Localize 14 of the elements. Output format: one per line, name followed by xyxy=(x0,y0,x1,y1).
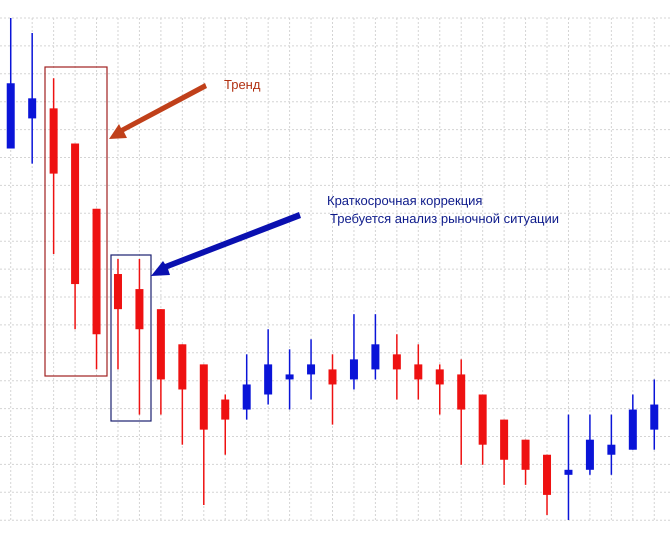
candlestick xyxy=(286,348,294,410)
annotation: Краткосрочная коррекция xyxy=(327,193,482,208)
candlestick xyxy=(564,414,572,521)
candlestick xyxy=(414,344,422,400)
candlestick xyxy=(436,364,444,416)
candlestick xyxy=(307,338,316,400)
candlestick xyxy=(221,394,230,456)
annotation: Требуется анализ рыночной ситуации xyxy=(330,211,560,226)
candlestick xyxy=(350,313,358,390)
annotation: Тренд xyxy=(224,77,261,92)
candlestick xyxy=(607,414,616,476)
candlestick xyxy=(392,334,401,400)
candlestick xyxy=(28,32,36,164)
candlestick xyxy=(328,354,336,426)
